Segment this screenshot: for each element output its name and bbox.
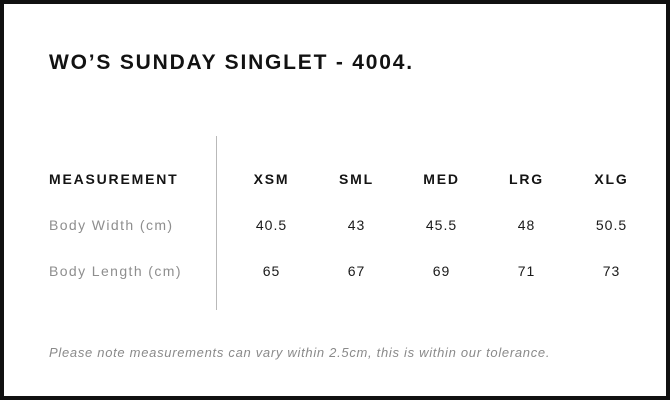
tolerance-note: Please note measurements can vary within… xyxy=(49,345,551,360)
size-column-header-xsm: XSM xyxy=(253,171,290,187)
body-width-lrg-value: 48 xyxy=(517,217,536,233)
body-length-xlg-value: 73 xyxy=(602,263,621,279)
body-width-sml-value: 43 xyxy=(347,217,366,233)
page-title: WO’S SUNDAY SINGLET - 4004. xyxy=(49,51,414,74)
size-column-header-med: MED xyxy=(423,171,460,187)
column-divider xyxy=(216,136,217,310)
row-label-body-length: Body Length (cm) xyxy=(49,263,182,279)
body-length-lrg-value: 71 xyxy=(517,263,536,279)
body-width-xlg-value: 50.5 xyxy=(595,217,628,233)
body-length-sml-value: 67 xyxy=(347,263,366,279)
row-label-body-width: Body Width (cm) xyxy=(49,217,174,233)
size-column-header-xlg: XLG xyxy=(594,171,629,187)
size-column-header-lrg: LRG xyxy=(509,171,544,187)
size-column-header-sml: SML xyxy=(339,171,374,187)
body-length-med-value: 69 xyxy=(432,263,451,279)
body-width-xsm-value: 40.5 xyxy=(255,217,288,233)
body-width-med-value: 45.5 xyxy=(425,217,458,233)
size-table: MEASUREMENT XSM SML MED LRG XLG Body Wid… xyxy=(49,156,654,294)
measurement-column-header: MEASUREMENT xyxy=(49,171,179,187)
body-length-xsm-value: 65 xyxy=(262,263,281,279)
